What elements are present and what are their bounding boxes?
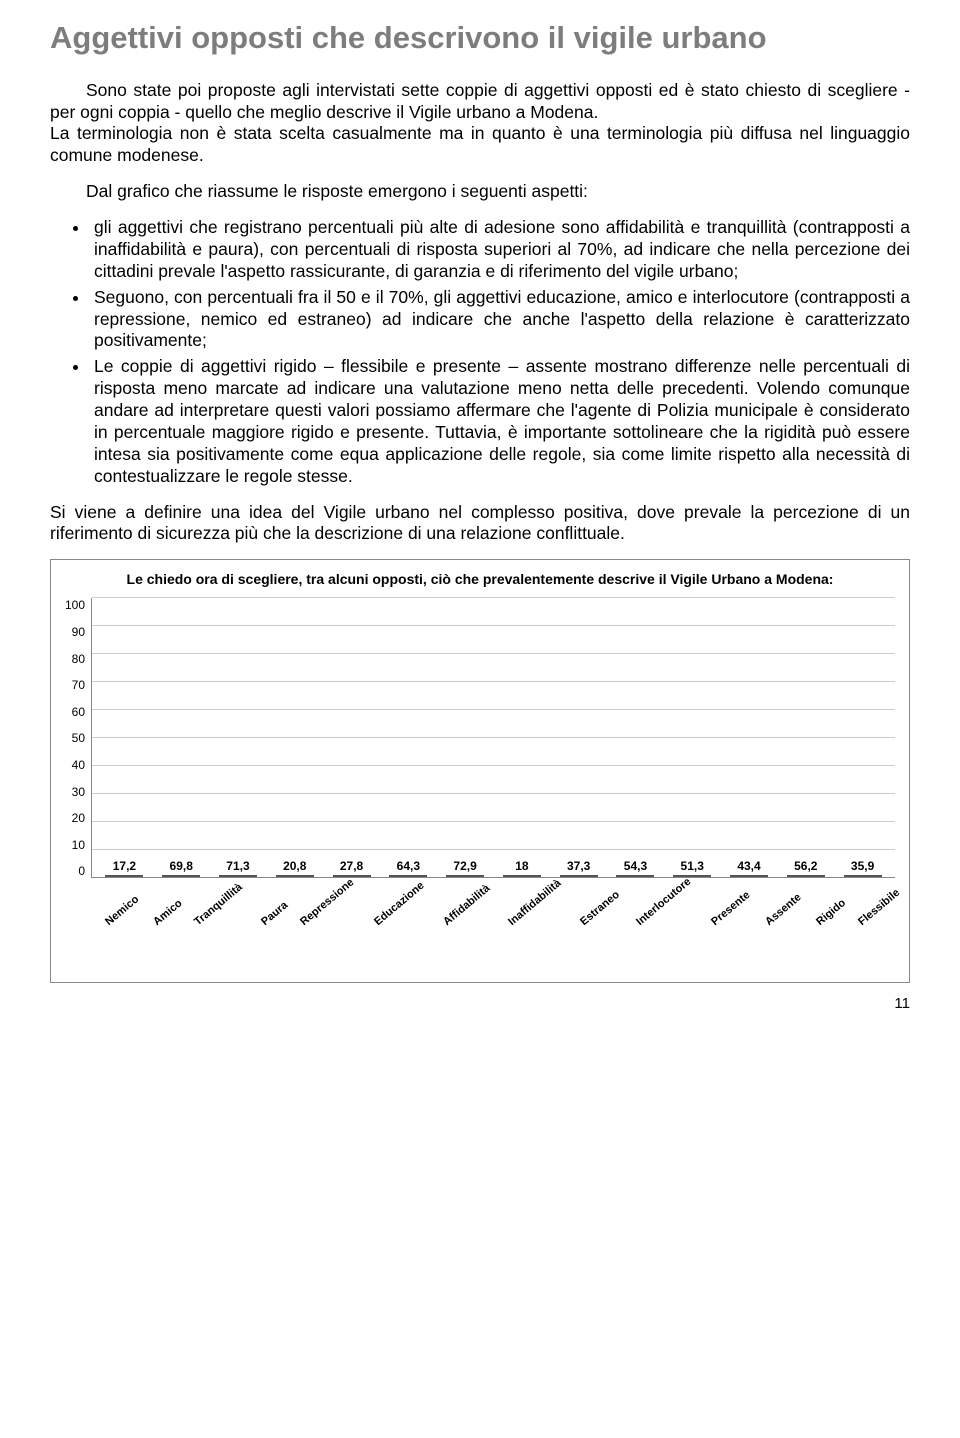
bar [333, 875, 371, 877]
bar [105, 875, 143, 877]
bar-slot: 56,2 [777, 859, 834, 877]
bar-slot: 51,3 [664, 859, 721, 877]
bullet-item: gli aggettivi che registrano percentuali… [90, 217, 910, 283]
bar [219, 875, 257, 877]
bar-slot: 17,2 [96, 859, 153, 877]
y-tick: 40 [72, 758, 85, 772]
bullet-item: Le coppie di aggettivi rigido – flessibi… [90, 356, 910, 487]
conclusion-para: Si viene a definire una idea del Vigile … [50, 502, 910, 546]
y-tick: 10 [72, 838, 85, 852]
bar [276, 875, 314, 877]
bar-slot: 20,8 [266, 859, 323, 877]
plot-area: 17,2 69,8 71,3 20,8 27,8 64,3 72,9 18 37,3 54,3 51… [91, 598, 895, 878]
y-tick: 0 [78, 864, 85, 878]
intro-para-2: La terminologia non è stata scelta casua… [50, 123, 910, 167]
page-number: 11 [50, 995, 910, 1012]
bar [162, 875, 200, 877]
bullet-item: Seguono, con percentuali fra il 50 e il … [90, 287, 910, 353]
bar-value-label: 64,3 [397, 859, 420, 873]
bar [616, 875, 654, 877]
bar-slot: 72,9 [437, 859, 494, 877]
bar [787, 875, 825, 877]
bar-value-label: 43,4 [737, 859, 760, 873]
bar-value-label: 37,3 [567, 859, 590, 873]
bar [446, 875, 484, 877]
bar-value-label: 56,2 [794, 859, 817, 873]
y-tick: 80 [72, 652, 85, 666]
bar-chart: Le chiedo ora di scegliere, tra alcuni o… [50, 559, 910, 983]
bar-value-label: 17,2 [113, 859, 136, 873]
bar-value-label: 27,8 [340, 859, 363, 873]
bar-slot: 27,8 [323, 859, 380, 877]
bar-value-label: 54,3 [624, 859, 647, 873]
bullet-list: gli aggettivi che registrano percentuali… [90, 217, 910, 488]
page-title: Aggettivi opposti che descrivono il vigi… [50, 20, 910, 56]
bar [560, 875, 598, 877]
y-tick: 100 [65, 598, 85, 612]
bar-slot: 64,3 [380, 859, 437, 877]
y-axis: 100 90 80 70 60 50 40 30 20 10 0 [65, 598, 91, 878]
bar [844, 875, 882, 877]
chart-title: Le chiedo ora di scegliere, tra alcuni o… [65, 570, 895, 588]
bar-value-label: 72,9 [453, 859, 476, 873]
bar [503, 875, 541, 877]
bar-slot: 35,9 [834, 859, 891, 877]
bar-slot: 71,3 [210, 859, 267, 877]
bars-container: 17,2 69,8 71,3 20,8 27,8 64,3 72,9 18 37,3 54,3 51… [92, 598, 895, 877]
bar-slot: 18 [494, 859, 551, 877]
bar-value-label: 18 [515, 859, 528, 873]
bar [730, 875, 768, 877]
bar [389, 875, 427, 877]
intro-para-3: Dal grafico che riassume le risposte eme… [50, 181, 910, 203]
bar [673, 875, 711, 877]
y-tick: 70 [72, 678, 85, 692]
y-tick: 30 [72, 785, 85, 799]
bar-slot: 69,8 [153, 859, 210, 877]
y-tick: 20 [72, 811, 85, 825]
x-axis: NemicoAmicoTranquillitàPauraRepressioneE… [93, 918, 895, 974]
y-tick: 60 [72, 705, 85, 719]
bar-value-label: 35,9 [851, 859, 874, 873]
bar-value-label: 69,8 [170, 859, 193, 873]
y-tick: 90 [72, 625, 85, 639]
intro-para-1: Sono state poi proposte agli intervistat… [50, 80, 910, 124]
bar-value-label: 71,3 [226, 859, 249, 873]
bar-slot: 43,4 [721, 859, 778, 877]
bar-slot: 37,3 [550, 859, 607, 877]
y-tick: 50 [72, 731, 85, 745]
bar-value-label: 20,8 [283, 859, 306, 873]
bar-slot: 54,3 [607, 859, 664, 877]
bar-value-label: 51,3 [681, 859, 704, 873]
